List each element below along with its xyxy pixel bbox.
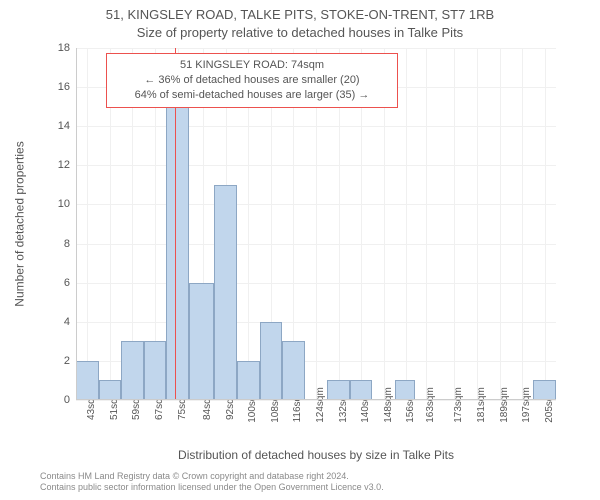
gridline-v (454, 48, 455, 400)
y-tick-label: 10 (58, 198, 76, 210)
histogram-bar (99, 380, 122, 400)
y-tick-label: 4 (64, 316, 76, 328)
license-line-2: Contains public sector information licen… (40, 482, 384, 494)
title-line-1: 51, KINGSLEY ROAD, TALKE PITS, STOKE-ON-… (0, 6, 600, 24)
title-block: 51, KINGSLEY ROAD, TALKE PITS, STOKE-ON-… (0, 0, 600, 41)
histogram-bar (121, 341, 144, 400)
histogram-bar (76, 361, 99, 400)
y-tick-label: 18 (58, 42, 76, 54)
y-tick-label: 2 (64, 355, 76, 367)
histogram-bar (144, 341, 167, 400)
license-text: Contains HM Land Registry data © Crown c… (40, 471, 384, 494)
gridline-v (426, 48, 427, 400)
annotation-line-3: 64% of semi-detached houses are larger (… (115, 88, 389, 103)
annotation-box: 51 KINGSLEY ROAD: 74sqm ← 36% of detache… (106, 53, 398, 108)
gridline-v (477, 48, 478, 400)
histogram-bar (350, 380, 373, 400)
y-tick-label: 14 (58, 120, 76, 132)
x-axis (76, 399, 556, 400)
y-axis (76, 48, 77, 400)
y-tick-label: 0 (64, 394, 76, 406)
annotation-line-2: ← 36% of detached houses are smaller (20… (115, 73, 389, 88)
chart-container: 51, KINGSLEY ROAD, TALKE PITS, STOKE-ON-… (0, 0, 600, 500)
annotation-line-1: 51 KINGSLEY ROAD: 74sqm (115, 58, 389, 73)
gridline-v (406, 48, 407, 400)
y-axis-label-wrap: Number of detached properties (10, 48, 30, 400)
histogram-bar (166, 87, 189, 400)
gridline-v (87, 48, 88, 400)
histogram-bar (327, 380, 350, 400)
histogram-bar (395, 380, 415, 400)
histogram-bar (237, 361, 260, 400)
y-tick-label: 12 (58, 159, 76, 171)
histogram-bar (533, 380, 556, 400)
y-tick-label: 6 (64, 277, 76, 289)
plot-area: 02468101214161843sqm51sqm59sqm67sqm75sqm… (76, 48, 556, 400)
license-line-1: Contains HM Land Registry data © Crown c… (40, 471, 384, 483)
histogram-bar (260, 322, 283, 400)
gridline-v (545, 48, 546, 400)
title-line-2: Size of property relative to detached ho… (0, 24, 600, 42)
x-axis-label: Distribution of detached houses by size … (76, 448, 556, 462)
y-axis-label: Number of detached properties (13, 141, 27, 306)
histogram-bar (282, 341, 305, 400)
gridline-v (522, 48, 523, 400)
histogram-bar (189, 283, 214, 400)
y-tick-label: 8 (64, 238, 76, 250)
gridline-v (500, 48, 501, 400)
histogram-bar (214, 185, 237, 400)
y-tick-label: 16 (58, 81, 76, 93)
